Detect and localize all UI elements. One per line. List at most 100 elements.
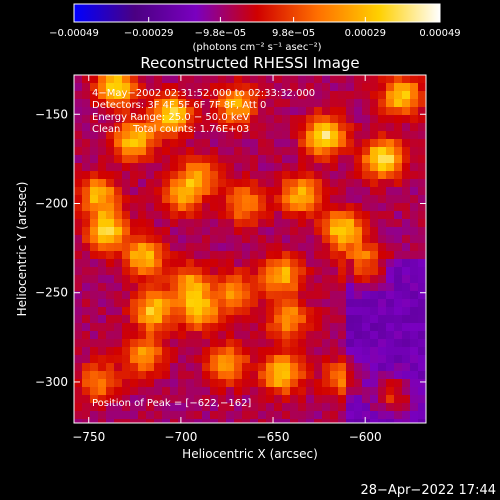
heatmap-cell (330, 251, 339, 260)
heatmap-cell (250, 107, 259, 116)
heatmap-cell (338, 131, 347, 140)
heatmap-cell (378, 139, 387, 148)
heatmap-cell (138, 371, 147, 380)
heatmap-cell (106, 155, 115, 164)
heatmap-cell (274, 259, 283, 268)
heatmap-cell (346, 363, 355, 372)
heatmap-cell (394, 203, 403, 212)
colorbar-tick-label: 0.00029 (345, 28, 386, 39)
heatmap-cell (306, 147, 315, 156)
heatmap-cell (226, 147, 235, 156)
heatmap-cell (202, 323, 211, 332)
heatmap-cell (186, 339, 195, 348)
heatmap-cell (98, 339, 107, 348)
heatmap-cell (354, 355, 363, 364)
heatmap-cell (354, 347, 363, 356)
heatmap-cell (74, 267, 83, 276)
heatmap-cell (418, 339, 426, 348)
colorbar-ticks: −0.00049 −0.00029 −9.8e−05 9.8e−05 0.00029 0.… (49, 17, 461, 39)
heatmap-cell (282, 403, 291, 412)
heatmap-cell (386, 211, 395, 220)
heatmap-cell (274, 107, 283, 116)
heatmap-cell (226, 347, 235, 356)
heatmap-cell (354, 403, 363, 412)
heatmap-cell (226, 195, 235, 204)
heatmap-cell (378, 91, 387, 100)
heatmap-cell (186, 115, 195, 124)
heatmap-cell (234, 259, 243, 268)
heatmap-cell (90, 419, 99, 423)
heatmap-cell (354, 243, 363, 252)
heatmap-cell (250, 315, 259, 324)
heatmap-cell (154, 219, 163, 228)
heatmap-cell (346, 411, 355, 420)
heatmap-cell (74, 395, 83, 404)
heatmap-cell (202, 91, 211, 100)
heatmap-cell (146, 99, 155, 108)
heatmap-cell (82, 411, 91, 420)
heatmap-cell (338, 211, 347, 220)
heatmap-cell (354, 291, 363, 300)
heatmap-cell (154, 171, 163, 180)
heatmap-cell (362, 195, 371, 204)
heatmap-cell (338, 395, 347, 404)
heatmap-cell (186, 403, 195, 412)
heatmap-cell (274, 75, 283, 84)
heatmap-cell (234, 339, 243, 348)
heatmap-cell (410, 251, 419, 260)
heatmap-cell (410, 147, 419, 156)
heatmap-cell (234, 299, 243, 308)
heatmap-cell (250, 179, 259, 188)
heatmap-cell (298, 323, 307, 332)
heatmap-cell (370, 259, 379, 268)
heatmap-cell (74, 363, 83, 372)
heatmap-cell (418, 403, 426, 412)
heatmap-cell (306, 219, 315, 228)
heatmap-cell (186, 187, 195, 196)
heatmap-cell (410, 331, 419, 340)
heatmap-cell (386, 371, 395, 380)
heatmap-cell (154, 403, 163, 412)
heatmap-cell (234, 147, 243, 156)
heatmap-cell (274, 155, 283, 164)
heatmap-cell (378, 291, 387, 300)
heatmap-cell (114, 387, 123, 396)
heatmap-cell (162, 267, 171, 276)
heatmap-cell (138, 379, 147, 388)
heatmap-cell (82, 315, 91, 324)
heatmap-cell (362, 115, 371, 124)
heatmap-cell (202, 355, 211, 364)
heatmap-cell (282, 339, 291, 348)
heatmap-cell (362, 107, 371, 116)
heatmap-cell (90, 203, 99, 212)
heatmap-cell (178, 107, 187, 116)
heatmap-cell (130, 259, 139, 268)
heatmap-cell (378, 99, 387, 108)
heatmap-cell (418, 115, 426, 124)
heatmap-cell (378, 179, 387, 188)
heatmap-cell (82, 283, 91, 292)
heatmap-cell (106, 91, 115, 100)
heatmap-cell (410, 315, 419, 324)
heatmap-cell (290, 99, 299, 108)
heatmap-cell (154, 355, 163, 364)
heatmap-cell (314, 323, 323, 332)
heatmap-cell (226, 91, 235, 100)
heatmap-cell (178, 163, 187, 172)
heatmap-cell (418, 259, 426, 268)
heatmap-cell (74, 347, 83, 356)
heatmap-cell (154, 315, 163, 324)
heatmap-cell (330, 227, 339, 236)
heatmap-cell (370, 283, 379, 292)
heatmap-cell (314, 147, 323, 156)
heatmap-cell (314, 379, 323, 388)
heatmap-cell (330, 403, 339, 412)
heatmap-cell (338, 299, 347, 308)
heatmap-cell (362, 275, 371, 284)
heatmap-cell (250, 227, 259, 236)
heatmap-cell (298, 179, 307, 188)
heatmap-cell (346, 131, 355, 140)
heatmap-cell (362, 395, 371, 404)
heatmap-cell (82, 291, 91, 300)
heatmap-cell (202, 331, 211, 340)
